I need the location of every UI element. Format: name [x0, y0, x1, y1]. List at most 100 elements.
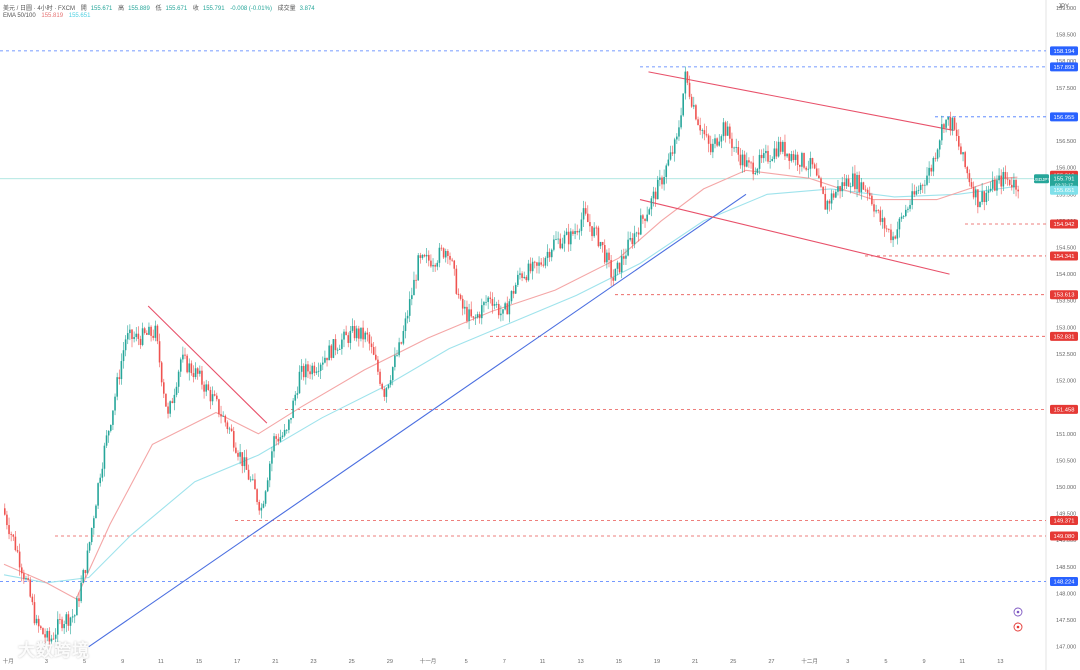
candle-body [603, 245, 606, 263]
candle-body [455, 268, 458, 294]
candle-body [345, 331, 347, 336]
candle-body [898, 218, 901, 230]
symbol-label: USDJPY [1032, 177, 1050, 182]
candle-body [555, 239, 557, 240]
candle-body [80, 582, 82, 602]
candle-body [553, 239, 555, 250]
price-axis[interactable]: 159.000158.500158.000157.500157.000156.5… [1056, 6, 1076, 651]
candle-body [977, 189, 979, 208]
candle-body [953, 117, 956, 130]
candle-body [44, 634, 46, 638]
symbol-line[interactable]: 美元 / 日圆 · 4小时 · FXCM [3, 6, 76, 12]
candle-body [718, 141, 721, 146]
price-level-label: 152.831 [1054, 334, 1075, 340]
candle-body [474, 317, 477, 319]
candle-body [169, 401, 171, 414]
y-tick-label: 149.000 [1056, 538, 1076, 544]
candle-body [440, 247, 443, 249]
candle-body [31, 596, 34, 603]
candle-body [417, 255, 419, 281]
time-axis[interactable]: 十月 3 5 9 11 15 17 21 23 25 29 十一月 5 7 11 13 15 19 21 25 27 十二… [3, 657, 1004, 665]
candle-body [550, 249, 553, 258]
candle-body [514, 284, 517, 294]
candle-body [559, 238, 562, 249]
candle-body [194, 368, 197, 378]
candle-body [640, 215, 642, 235]
candle-body [875, 210, 877, 212]
x-tick-label: 5 [83, 659, 86, 665]
open-value: 155.671 [90, 6, 113, 12]
price-level-badge [1050, 219, 1078, 229]
candle-body [746, 160, 748, 167]
y-tick-label: 156.500 [1056, 139, 1076, 145]
price-level-badge [1050, 331, 1078, 341]
candle-body [360, 327, 362, 339]
candle-body [563, 234, 566, 244]
candle-body [368, 334, 371, 344]
candle-body [629, 238, 631, 240]
x-tick-label: 9 [923, 659, 926, 665]
open-label: 開 [80, 6, 87, 12]
candle-body [1000, 175, 1002, 187]
price-level-badge [1050, 290, 1078, 300]
candle-body [854, 173, 856, 190]
candle-body [464, 306, 466, 309]
candle-body [309, 371, 311, 375]
candle-body [724, 122, 727, 136]
candle-body [90, 528, 93, 543]
misc-layer [1013, 607, 1023, 632]
candle-body [587, 213, 589, 223]
candle-body [671, 152, 674, 154]
candle-body [818, 175, 820, 179]
candle-body [10, 534, 12, 535]
candle-body [673, 139, 676, 154]
price-level-badge [1050, 112, 1078, 122]
candle-body [623, 256, 625, 259]
candle-body [254, 479, 256, 490]
candle-body [315, 371, 318, 373]
candle-body [994, 179, 996, 191]
trendline-channel-bottom [639, 199, 950, 275]
candle-body [281, 435, 284, 438]
candle-body [207, 384, 210, 390]
candle-body [572, 231, 574, 234]
candle-body [35, 618, 38, 624]
candle-body [449, 255, 451, 260]
candle-body [767, 150, 769, 162]
candle-body [815, 168, 818, 176]
candle-body [951, 117, 954, 131]
candle-body [928, 167, 930, 176]
candle-body [597, 227, 600, 247]
candle-body [868, 192, 871, 196]
candle-body [347, 335, 350, 343]
candle-body [731, 138, 733, 149]
candle-body [112, 410, 114, 425]
candle-body [790, 154, 793, 161]
candle-body [703, 130, 706, 135]
low-value: 155.671 [165, 6, 188, 12]
candle-body [283, 429, 286, 436]
candle-body [375, 354, 377, 360]
candle-body [794, 154, 797, 161]
candle-body [216, 395, 218, 400]
header-ema-line[interactable]: EMA 50/100 155.819 155.651 [3, 13, 94, 19]
candle-body [964, 152, 966, 168]
volume-label: 成交量 [277, 6, 296, 12]
candle-body [856, 174, 858, 190]
candle-body [709, 143, 712, 153]
candle-body [222, 415, 224, 417]
candle-body [88, 542, 91, 551]
candle-body [411, 295, 413, 300]
candle-body [646, 214, 648, 221]
candle-body [678, 127, 680, 137]
candle-body [298, 371, 301, 394]
candle-body [177, 371, 180, 387]
candle-body [143, 328, 146, 333]
candle-body [476, 314, 479, 318]
y-tick-label: 150.500 [1056, 458, 1076, 464]
candle-body [871, 195, 873, 205]
candle-body [843, 182, 846, 187]
candle-body [737, 147, 740, 155]
